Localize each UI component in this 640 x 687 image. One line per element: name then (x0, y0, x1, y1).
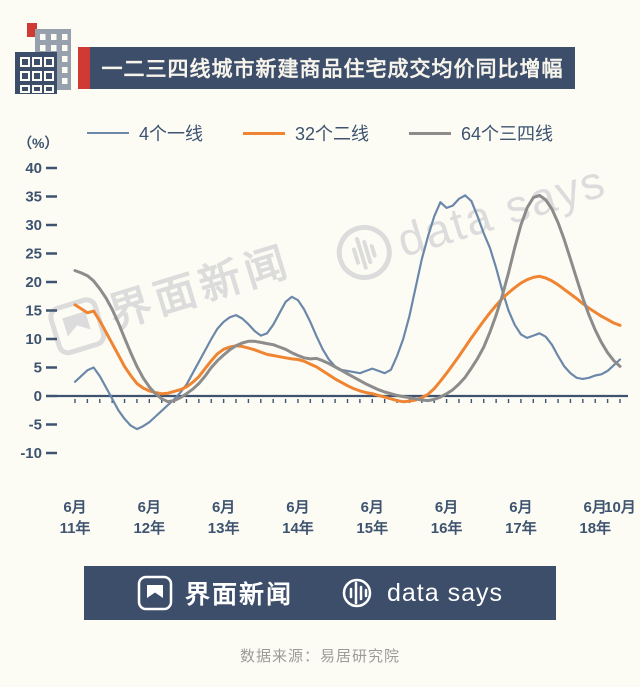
buildings-icon (15, 23, 71, 94)
series-line-0 (73, 194, 622, 431)
svg-text:6月: 6月 (361, 499, 384, 516)
title-accent-stripe (78, 47, 90, 89)
svg-text:0: 0 (34, 388, 42, 405)
legend-label-tier2: 32个二线 (294, 124, 369, 144)
svg-text:40: 40 (25, 160, 42, 177)
svg-text:12年: 12年 (133, 519, 165, 537)
page-title: 一二三四线城市新建商品住宅成交均价同比增幅 (90, 47, 575, 89)
svg-text:18年: 18年 (579, 519, 611, 537)
svg-text:6月: 6月 (584, 499, 607, 516)
svg-text:17年: 17年 (505, 519, 537, 537)
svg-text:30: 30 (25, 217, 42, 234)
svg-text:11年: 11年 (60, 519, 91, 537)
svg-text:35: 35 (25, 189, 42, 206)
tier34-line-swatch (409, 131, 451, 135)
svg-text:16年: 16年 (431, 519, 463, 537)
svg-text:6月: 6月 (286, 499, 309, 516)
svg-text:10月: 10月 (604, 499, 636, 516)
svg-text:15年: 15年 (356, 519, 388, 537)
svg-text:6月: 6月 (212, 499, 235, 516)
svg-text:-10: -10 (20, 445, 42, 462)
svg-text:13年: 13年 (208, 519, 240, 537)
footer-datasays-text: data says (387, 578, 504, 607)
data-says-watermark: data says (336, 154, 612, 280)
tier1-line-swatch (86, 132, 129, 134)
svg-text:10: 10 (25, 331, 42, 348)
svg-text:20: 20 (25, 274, 42, 291)
legend-item-tier2: 32个二线 (242, 120, 369, 146)
chart-legend: 4个一线 32个二线 64个三四线 (0, 120, 640, 146)
legend-item-tier34: 64个三四线 (409, 120, 553, 146)
svg-text:界面新闻: 界面新闻 (103, 237, 297, 337)
jiemian-watermark: 界面新闻 (48, 237, 297, 356)
svg-text:6月: 6月 (435, 499, 458, 516)
series-line-2 (73, 193, 622, 404)
svg-text:-5: -5 (29, 417, 42, 434)
legend-label-tier1: 4个一线 (138, 124, 203, 144)
header-title-bar: 一二三四线城市新建商品住宅成交均价同比增幅 (78, 47, 575, 89)
y-axis-unit-label: （%） (18, 135, 59, 151)
svg-text:14年: 14年 (282, 519, 314, 537)
series-line-1 (73, 274, 622, 404)
svg-text:15: 15 (25, 303, 42, 320)
svg-text:6月: 6月 (138, 499, 161, 516)
svg-text:6月: 6月 (63, 499, 86, 516)
legend-item-tier1: 4个一线 (86, 120, 203, 146)
footer-brand-band: 界面新闻 data says (84, 566, 556, 620)
svg-text:5: 5 (34, 360, 42, 377)
jiemian-flag-icon (137, 575, 173, 611)
svg-text:25: 25 (25, 246, 42, 263)
data-source-text: 数据来源：易居研究院 (239, 648, 400, 665)
legend-label-tier34: 64个三四线 (461, 124, 554, 144)
svg-text:6月: 6月 (509, 499, 532, 516)
footer-brand-text: 界面新闻 (184, 581, 293, 609)
line-chart: 界面新闻 data says 40 35 30 25 20 15 10 5 0 -5 -10 6月 11年 6… (20, 154, 636, 537)
tier2-line-swatch (242, 131, 285, 135)
data-says-icon (342, 578, 372, 608)
